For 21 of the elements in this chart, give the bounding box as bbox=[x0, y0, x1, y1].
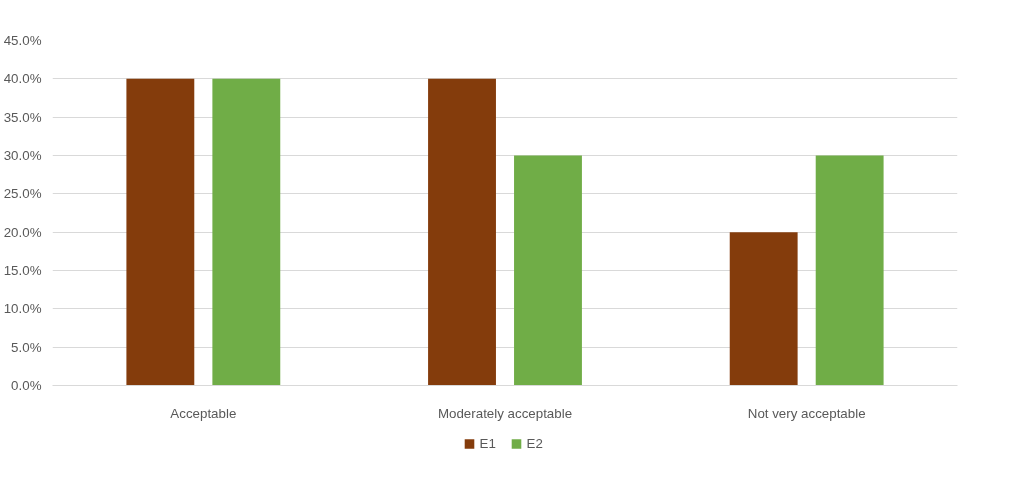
y-tick-label: 10.0% bbox=[3, 301, 42, 317]
bar bbox=[514, 155, 582, 386]
y-tick-label: 0.0% bbox=[11, 378, 42, 393]
bar bbox=[729, 232, 798, 386]
y-tick-label: 15.0% bbox=[3, 263, 42, 278]
bar bbox=[428, 78, 496, 386]
y-tick-label: 30.0% bbox=[3, 148, 42, 163]
bar bbox=[212, 78, 281, 386]
bar bbox=[815, 155, 884, 386]
x-tick-label: Not very acceptable bbox=[747, 405, 866, 421]
legend-label: E1 bbox=[479, 435, 497, 451]
legend-label: E2 bbox=[526, 435, 544, 451]
y-tick-label: 40.0% bbox=[3, 71, 42, 87]
y-tick-label: 35.0% bbox=[3, 109, 42, 125]
y-tick-label: 25.0% bbox=[3, 186, 42, 202]
y-tick-label: 45.0% bbox=[3, 33, 42, 48]
bar bbox=[126, 78, 195, 386]
y-tick-label: 5.0% bbox=[11, 339, 42, 355]
x-tick-label: Acceptable bbox=[170, 405, 237, 421]
y-tick-label: 20.0% bbox=[3, 224, 42, 240]
x-tick-label: Moderately acceptable bbox=[437, 405, 573, 421]
